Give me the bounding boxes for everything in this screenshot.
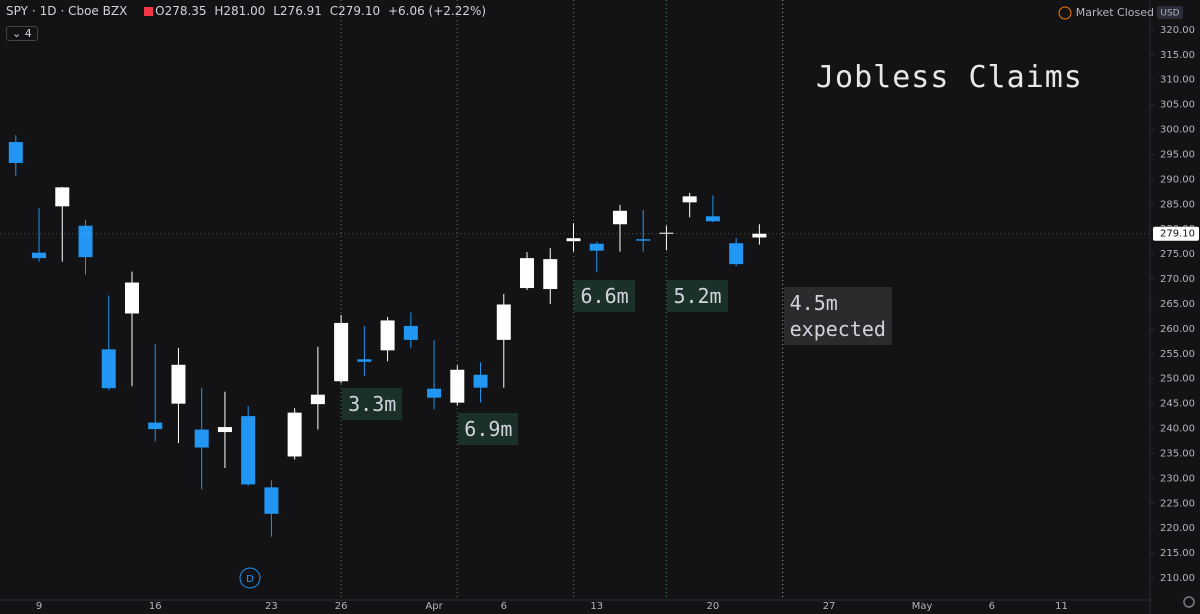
indicator-count: 4 (24, 27, 32, 40)
x-tick-label: 11 (1055, 601, 1068, 612)
candle-body (403, 325, 418, 340)
candle-body (496, 304, 511, 340)
y-tick-label: 255.00 (1160, 349, 1195, 360)
interval: 1D (39, 4, 57, 18)
candle-body (55, 187, 70, 207)
chart-title: Jobless Claims (816, 60, 1083, 95)
candle-body (148, 422, 163, 430)
candle-body (287, 412, 302, 457)
candle-body (612, 210, 627, 225)
settings-icon[interactable] (1183, 596, 1195, 608)
candle-body (520, 258, 535, 289)
event-label: 6.9m (458, 413, 519, 445)
y-tick-label: 305.00 (1160, 100, 1195, 111)
x-tick-label: 9 (36, 601, 42, 612)
y-tick-label: 300.00 (1160, 125, 1195, 136)
event-label: 3.3m (342, 388, 403, 420)
candle-body (543, 259, 558, 290)
candle-body (78, 225, 93, 258)
candle-body (705, 216, 720, 222)
currency-tag (1157, 6, 1183, 19)
candle-body (334, 322, 349, 382)
candle-body (310, 394, 325, 405)
x-tick-label: May (912, 601, 933, 612)
y-tick-label: 210.00 (1160, 573, 1195, 584)
marker-circle (239, 567, 261, 589)
last-price-label: 279.10 (1160, 229, 1195, 240)
x-tick-label: 16 (149, 601, 162, 612)
candle-body (659, 232, 674, 234)
y-tick-label: 240.00 (1160, 424, 1195, 435)
y-tick-label: 285.00 (1160, 199, 1195, 210)
candle-body (217, 427, 232, 433)
x-tick-label: 6 (501, 601, 507, 612)
x-tick-label: 13 (590, 601, 603, 612)
candle-body (380, 320, 395, 351)
exchange: Cboe BZX (68, 4, 128, 18)
header: SPY · 1D · Cboe BZX O278.35 H281.00 L276.9… (6, 4, 487, 18)
y-tick-label: 315.00 (1160, 50, 1195, 61)
event-label: 6.6m (574, 280, 635, 312)
candle-body (752, 233, 767, 238)
y-tick-label: 295.00 (1160, 149, 1195, 160)
y-tick-label: 270.00 (1160, 274, 1195, 285)
candle-body (194, 429, 209, 448)
x-tick-label: 23 (265, 601, 278, 612)
candle-body (450, 369, 465, 403)
y-tick-label: 320.00 (1160, 25, 1195, 36)
x-tick-label: 26 (335, 601, 348, 612)
status-icon (1058, 6, 1072, 20)
y-tick-label: 260.00 (1160, 324, 1195, 335)
event-label: 4.5m expected (783, 287, 892, 345)
x-tick-label: 20 (707, 601, 720, 612)
x-tick-label: Apr (425, 601, 443, 612)
candle-body (729, 243, 744, 265)
candle-body (566, 238, 581, 242)
candle-body (171, 364, 186, 404)
y-tick-label: 215.00 (1160, 548, 1195, 559)
y-tick-label: 235.00 (1160, 448, 1195, 459)
indicators-badge[interactable]: ⌄ 4 (6, 26, 38, 41)
y-tick-label: 265.00 (1160, 299, 1195, 310)
ohlc-close: C279.10 (329, 4, 381, 18)
marker: D (246, 574, 254, 585)
candle-body (8, 142, 23, 163)
candle-body (264, 487, 279, 514)
market-status: Market Closed (1075, 6, 1154, 19)
candle-body (357, 359, 372, 362)
event-label: 5.2m (667, 280, 728, 312)
x-tick-label: 6 (989, 601, 995, 612)
y-tick-label: 310.00 (1160, 75, 1195, 86)
symbol: SPY (6, 4, 28, 18)
y-tick-label: 230.00 (1160, 473, 1195, 484)
y-tick-label: 250.00 (1160, 374, 1195, 385)
y-tick-label: 290.00 (1160, 174, 1195, 185)
candle-body (427, 388, 442, 398)
y-tick-label: 220.00 (1160, 523, 1195, 534)
candle-body (473, 374, 488, 388)
candle-body (241, 416, 256, 485)
candle-body (124, 282, 139, 314)
change: +6.06 (+2.22%) (387, 4, 487, 18)
status-dot (144, 7, 153, 16)
ohlc-open: O278.35 (155, 4, 207, 18)
x-tick-label: 27 (823, 601, 836, 612)
y-tick-label: 275.00 (1160, 249, 1195, 260)
candle-body (589, 243, 604, 251)
currency: USD (1160, 9, 1179, 19)
candle-body (682, 196, 697, 203)
y-tick-label: 225.00 (1160, 498, 1195, 509)
y-tick-label: 245.00 (1160, 399, 1195, 410)
ohlc-low: L276.91 (273, 4, 322, 18)
last-price-tag (1153, 226, 1199, 241)
candle-body (636, 239, 651, 241)
candle-body (101, 349, 116, 389)
ohlc-high: H281.00 (214, 4, 266, 18)
candle-body (32, 252, 47, 259)
